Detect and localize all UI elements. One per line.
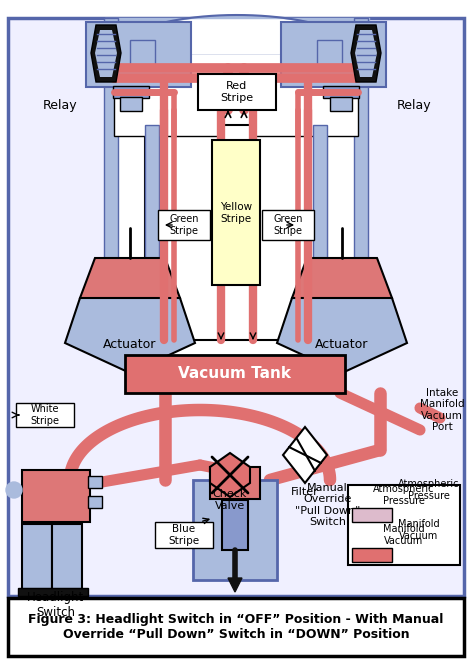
Circle shape bbox=[6, 482, 22, 498]
Bar bbox=[22, 524, 52, 589]
Bar bbox=[18, 588, 88, 596]
Text: Relay: Relay bbox=[397, 98, 432, 112]
Text: Manifold
Vacuum: Manifold Vacuum bbox=[383, 524, 425, 546]
Bar bbox=[210, 467, 260, 499]
Polygon shape bbox=[292, 258, 392, 318]
Text: Yellow
Stripe: Yellow Stripe bbox=[220, 203, 252, 224]
Text: Green
Stripe: Green Stripe bbox=[273, 214, 303, 236]
Polygon shape bbox=[95, 30, 117, 77]
Bar bbox=[155, 522, 213, 548]
Text: White
Stripe: White Stripe bbox=[30, 404, 60, 426]
Bar bbox=[281, 22, 386, 87]
Polygon shape bbox=[91, 25, 121, 82]
Text: Red
Stripe: Red Stripe bbox=[220, 81, 254, 103]
Bar bbox=[104, 18, 368, 358]
Text: Vacuum Tank: Vacuum Tank bbox=[179, 367, 292, 382]
Bar bbox=[88, 476, 102, 488]
Polygon shape bbox=[65, 298, 195, 373]
Bar bbox=[145, 125, 327, 340]
Bar bbox=[330, 97, 352, 111]
Bar bbox=[222, 500, 248, 550]
Bar bbox=[145, 125, 159, 340]
Bar bbox=[22, 470, 90, 522]
Bar bbox=[130, 40, 155, 70]
Bar bbox=[352, 548, 392, 562]
Text: Check
Valve: Check Valve bbox=[213, 489, 247, 511]
Bar bbox=[86, 22, 191, 87]
Polygon shape bbox=[351, 25, 381, 82]
Polygon shape bbox=[277, 298, 407, 373]
Bar bbox=[352, 508, 392, 522]
Bar bbox=[262, 210, 314, 240]
Bar bbox=[155, 55, 317, 80]
Text: Blue
Stripe: Blue Stripe bbox=[168, 524, 200, 546]
Bar bbox=[16, 403, 74, 427]
Text: Manual
Override
"Pull Down"
Switch: Manual Override "Pull Down" Switch bbox=[295, 483, 360, 527]
Bar bbox=[193, 480, 277, 580]
Text: Manifold
Vacuum: Manifold Vacuum bbox=[398, 519, 439, 540]
Bar bbox=[317, 40, 342, 70]
Bar bbox=[120, 97, 142, 111]
Bar bbox=[354, 18, 368, 328]
Bar bbox=[8, 18, 464, 596]
Bar bbox=[323, 86, 359, 98]
Text: Headlight
Switch: Headlight Switch bbox=[27, 591, 85, 619]
Polygon shape bbox=[80, 258, 180, 318]
Bar bbox=[104, 18, 118, 328]
Polygon shape bbox=[355, 30, 377, 77]
Text: Green
Stripe: Green Stripe bbox=[169, 214, 199, 236]
Bar bbox=[8, 598, 464, 656]
Text: Intake
Manifold
Vacuum
Port: Intake Manifold Vacuum Port bbox=[420, 388, 465, 432]
Circle shape bbox=[331, 110, 351, 130]
Text: Relay: Relay bbox=[42, 98, 77, 112]
Bar bbox=[125, 355, 345, 393]
Text: Filter: Filter bbox=[291, 487, 319, 497]
Bar bbox=[114, 58, 222, 136]
Bar bbox=[313, 125, 327, 340]
Bar bbox=[198, 74, 276, 110]
Text: Atmospheric
Pressure: Atmospheric Pressure bbox=[373, 484, 435, 506]
Bar bbox=[348, 485, 460, 565]
Text: Actuator: Actuator bbox=[315, 339, 369, 351]
Text: Actuator: Actuator bbox=[103, 339, 157, 351]
Bar bbox=[104, 55, 369, 71]
Polygon shape bbox=[210, 453, 250, 497]
Bar bbox=[158, 210, 210, 240]
Text: Atmospheric
Pressure: Atmospheric Pressure bbox=[398, 479, 459, 501]
Polygon shape bbox=[228, 578, 242, 592]
Polygon shape bbox=[283, 427, 327, 483]
Bar bbox=[88, 496, 102, 508]
Bar bbox=[113, 86, 149, 98]
Text: Figure 3: Headlight Switch in “OFF” Position - With Manual
Override “Pull Down” : Figure 3: Headlight Switch in “OFF” Posi… bbox=[28, 613, 444, 641]
Bar bbox=[212, 140, 260, 285]
Bar bbox=[52, 524, 82, 589]
Bar bbox=[250, 58, 358, 136]
Circle shape bbox=[121, 110, 141, 130]
